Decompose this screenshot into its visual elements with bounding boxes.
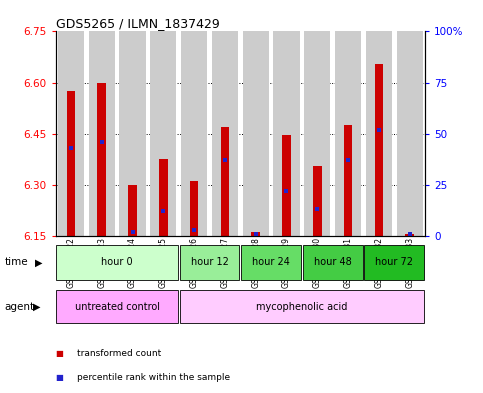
Text: GDS5265 / ILMN_1837429: GDS5265 / ILMN_1837429: [56, 17, 219, 30]
Text: agent: agent: [5, 301, 35, 312]
Bar: [221, 127, 229, 236]
Text: mycophenolic acid: mycophenolic acid: [256, 301, 348, 312]
FancyBboxPatch shape: [57, 245, 178, 279]
FancyBboxPatch shape: [241, 245, 301, 279]
Bar: [282, 135, 291, 236]
Text: ■: ■: [56, 349, 63, 358]
Bar: [181, 31, 207, 236]
Bar: [242, 31, 269, 236]
FancyBboxPatch shape: [180, 245, 240, 279]
Text: hour 72: hour 72: [375, 257, 413, 267]
Bar: [150, 31, 176, 236]
Text: hour 24: hour 24: [252, 257, 290, 267]
Text: hour 12: hour 12: [191, 257, 228, 267]
Text: ▶: ▶: [35, 257, 43, 267]
Bar: [119, 31, 145, 236]
FancyBboxPatch shape: [57, 290, 178, 323]
Bar: [98, 83, 106, 236]
Text: hour 48: hour 48: [314, 257, 352, 267]
Bar: [128, 185, 137, 236]
Bar: [304, 31, 330, 236]
Bar: [405, 234, 414, 236]
Bar: [190, 181, 199, 236]
Text: percentile rank within the sample: percentile rank within the sample: [77, 373, 230, 382]
Bar: [89, 31, 115, 236]
Bar: [397, 31, 423, 236]
Text: ▶: ▶: [33, 301, 41, 312]
Bar: [159, 159, 168, 236]
Bar: [251, 232, 260, 236]
Text: ■: ■: [56, 373, 63, 382]
Bar: [344, 125, 353, 236]
FancyBboxPatch shape: [364, 245, 424, 279]
Text: transformed count: transformed count: [77, 349, 161, 358]
FancyBboxPatch shape: [303, 245, 363, 279]
FancyBboxPatch shape: [180, 290, 424, 323]
Bar: [374, 64, 383, 236]
Text: untreated control: untreated control: [75, 301, 159, 312]
Bar: [67, 91, 75, 236]
Text: time: time: [5, 257, 28, 267]
Bar: [335, 31, 361, 236]
Text: hour 0: hour 0: [101, 257, 133, 267]
Bar: [58, 31, 84, 236]
Bar: [212, 31, 238, 236]
Bar: [366, 31, 392, 236]
Bar: [313, 166, 322, 236]
Bar: [273, 31, 299, 236]
